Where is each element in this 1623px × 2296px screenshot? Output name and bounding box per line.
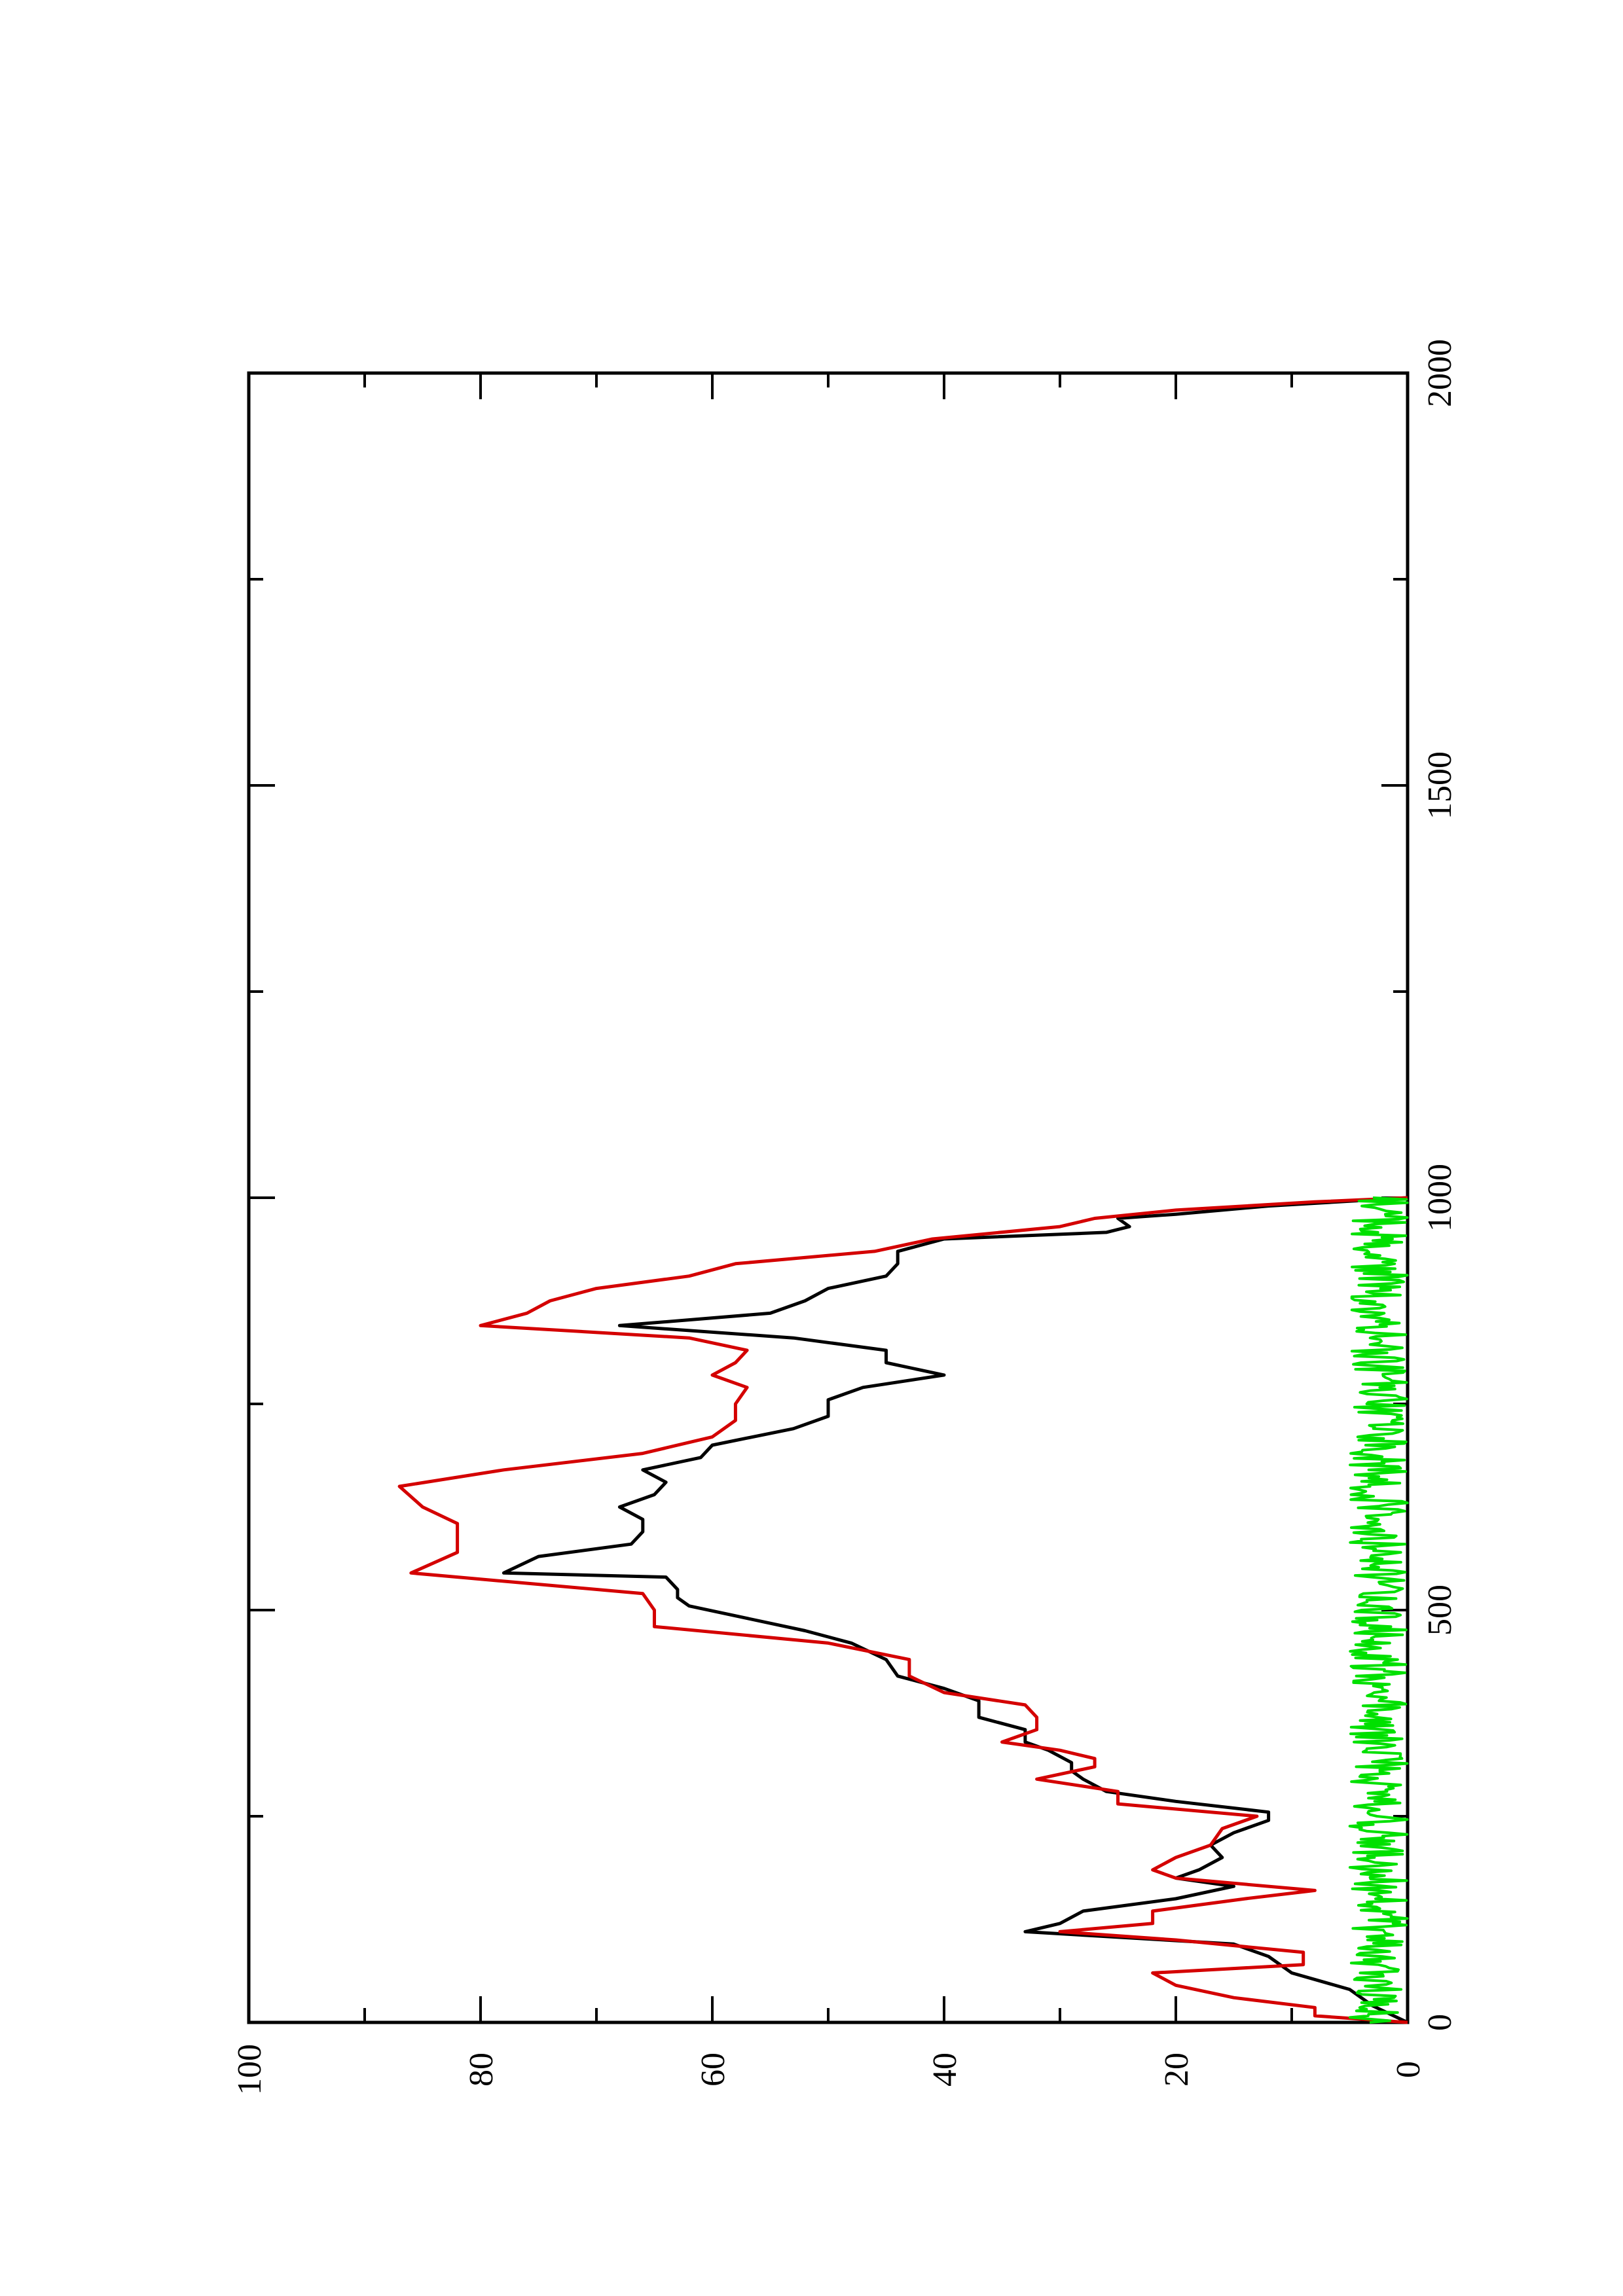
series-line-1 (501, 1196, 1409, 2024)
y-tick-label: 20 (1158, 2053, 1195, 2087)
y-tick-label: 0 (1390, 2061, 1427, 2078)
series-line-3 (1348, 1196, 1409, 2024)
x-tick-label: 0 (1421, 2014, 1459, 2031)
series-line-2 (397, 1196, 1408, 2024)
y-tick-label: 60 (695, 2053, 732, 2087)
x-tick-label: 1500 (1421, 751, 1459, 819)
x-tick-label: 1000 (1421, 1164, 1459, 1232)
y-tick-label: 80 (463, 2053, 500, 2087)
x-tick-label: 500 (1421, 1585, 1459, 1636)
x-tick-label: 2000 (1421, 339, 1459, 407)
y-tick-label: 100 (231, 2044, 268, 2095)
y-tick-label: 40 (926, 2053, 964, 2087)
